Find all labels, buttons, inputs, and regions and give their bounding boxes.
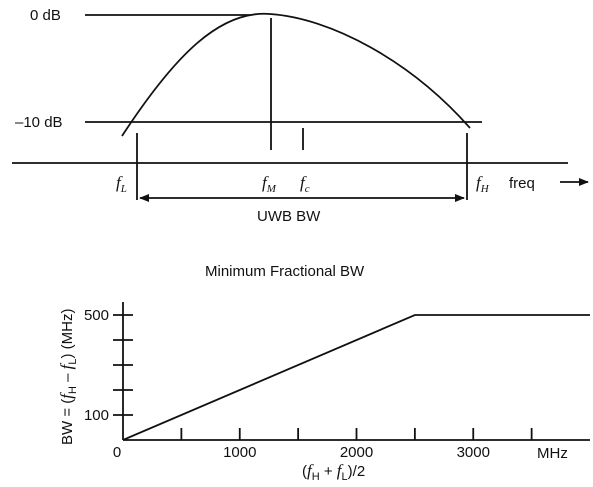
freq-axis-label: freq xyxy=(509,175,535,192)
f-high-label: fH xyxy=(476,173,490,195)
f-mid-label: fM xyxy=(262,173,277,195)
x-tick-label-2000: 2000 xyxy=(340,444,373,461)
x-tick-label-0: 0 xyxy=(113,444,121,461)
y-tick-marks xyxy=(113,314,133,416)
uwb-bw-label: UWB BW xyxy=(257,208,321,225)
x-tick-label-1000: 1000 xyxy=(223,444,256,461)
chart-title: Minimum Fractional BW xyxy=(205,263,365,280)
x-tick-label-3000: 3000 xyxy=(457,444,490,461)
f-center-label: fc xyxy=(300,173,310,195)
x-unit-label: MHz xyxy=(537,445,568,462)
x-tick-labels: 0 1000 2000 3000 xyxy=(113,444,490,461)
y-axis-label: BW = (fH – fL) (MHz) xyxy=(57,309,79,445)
chart-axes xyxy=(122,302,590,441)
x-axis-label: (fH + fL)/2 xyxy=(302,461,365,483)
y-tick-label-100: 100 xyxy=(84,407,109,424)
y-tick-labels: 100 500 xyxy=(84,307,109,424)
zero-db-label: 0 dB xyxy=(30,7,61,24)
spectrum-diagram xyxy=(12,12,589,202)
f-low-label: fL xyxy=(116,173,127,195)
x-tick-marks xyxy=(180,428,533,440)
series-line xyxy=(122,314,590,441)
minus-ten-db-label: –10 dB xyxy=(15,114,63,131)
spectrum-curve xyxy=(121,12,471,137)
y-tick-label-500: 500 xyxy=(84,307,109,324)
